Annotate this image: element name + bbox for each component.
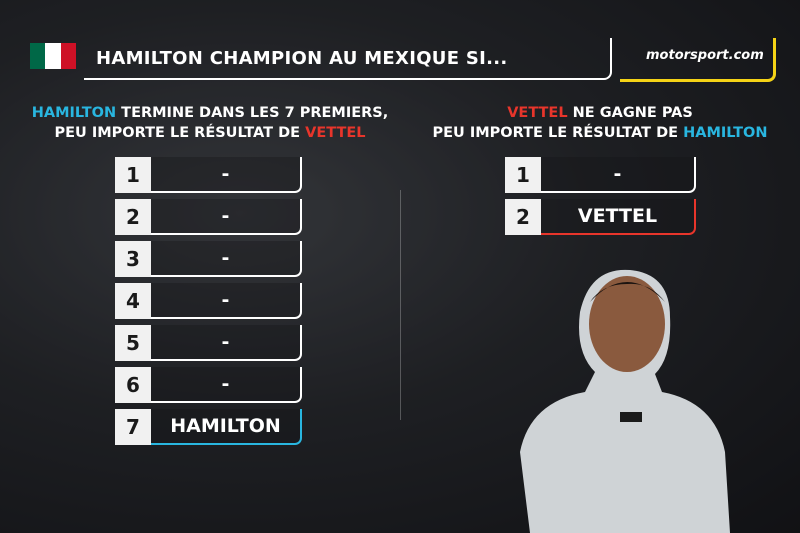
result-row: 3- (115, 241, 302, 277)
result-row: 6- (115, 367, 302, 403)
figure-shape (520, 269, 730, 533)
right-results: 1-2 VETTEL (505, 157, 696, 241)
result-row: 7 HAMILTON (115, 409, 302, 445)
driver-figure (520, 269, 730, 533)
figure-face (589, 276, 665, 372)
driver: - (151, 283, 302, 319)
result-row: 2 VETTEL (505, 199, 696, 235)
figure-hair (590, 282, 665, 302)
driver: - (151, 157, 302, 193)
result-row: 4- (115, 283, 302, 319)
driver: - (541, 157, 696, 193)
divider (400, 190, 401, 420)
logo: motorsport.com (620, 38, 776, 82)
driver: - (151, 241, 302, 277)
driver: HAMILTON (151, 409, 302, 445)
position: 3 (115, 241, 151, 277)
position: 7 (115, 409, 151, 445)
heading-text: HAMILTON (683, 125, 768, 141)
heading-line: PEU IMPORTE LE RÉSULTAT DE VETTEL (10, 123, 410, 143)
logo-text: motorsport.com (646, 48, 764, 63)
flag-green (30, 43, 46, 69)
mexico-flag (30, 43, 76, 69)
flag-red (60, 43, 76, 69)
title: HAMILTON CHAMPION AU MEXIQUE SI... (96, 48, 508, 69)
position: 1 (505, 157, 541, 193)
heading-text: VETTEL (305, 125, 366, 141)
result-row: 5- (115, 325, 302, 361)
heading-text: PEU IMPORTE LE RÉSULTAT DE (54, 125, 301, 141)
heading-text: VETTEL (507, 105, 568, 121)
driver: - (151, 325, 302, 361)
left-heading: HAMILTON TERMINE DANS LES 7 PREMIERS, PEU… (10, 103, 410, 143)
heading-text: NE GAGNE PAS (572, 105, 693, 121)
position: 5 (115, 325, 151, 361)
result-row: 1- (115, 157, 302, 193)
left-results: 1-2-3-4-5-6-7 HAMILTON (115, 157, 302, 451)
heading-text: HAMILTON (31, 105, 117, 121)
position: 2 (505, 199, 541, 235)
right-heading: VETTEL NE GAGNE PAS PEU IMPORTE LE RÉSULT… (400, 103, 800, 143)
figure-logo (620, 412, 642, 422)
position: 6 (115, 367, 151, 403)
heading-line: PEU IMPORTE LE RÉSULTAT DE HAMILTON (400, 123, 800, 143)
flag-white (45, 43, 61, 69)
driver: VETTEL (541, 199, 696, 235)
heading-text: TERMINE DANS LES 7 PREMIERS, (121, 105, 389, 121)
driver: - (151, 199, 302, 235)
heading-text: PEU IMPORTE LE RÉSULTAT DE (432, 125, 679, 141)
title-bar: HAMILTON CHAMPION AU MEXIQUE SI... (84, 38, 612, 80)
position: 2 (115, 199, 151, 235)
heading-line: HAMILTON TERMINE DANS LES 7 PREMIERS, (10, 103, 410, 123)
driver: - (151, 367, 302, 403)
position: 1 (115, 157, 151, 193)
heading-line: VETTEL NE GAGNE PAS (400, 103, 800, 123)
result-row: 1- (505, 157, 696, 193)
result-row: 2- (115, 199, 302, 235)
position: 4 (115, 283, 151, 319)
